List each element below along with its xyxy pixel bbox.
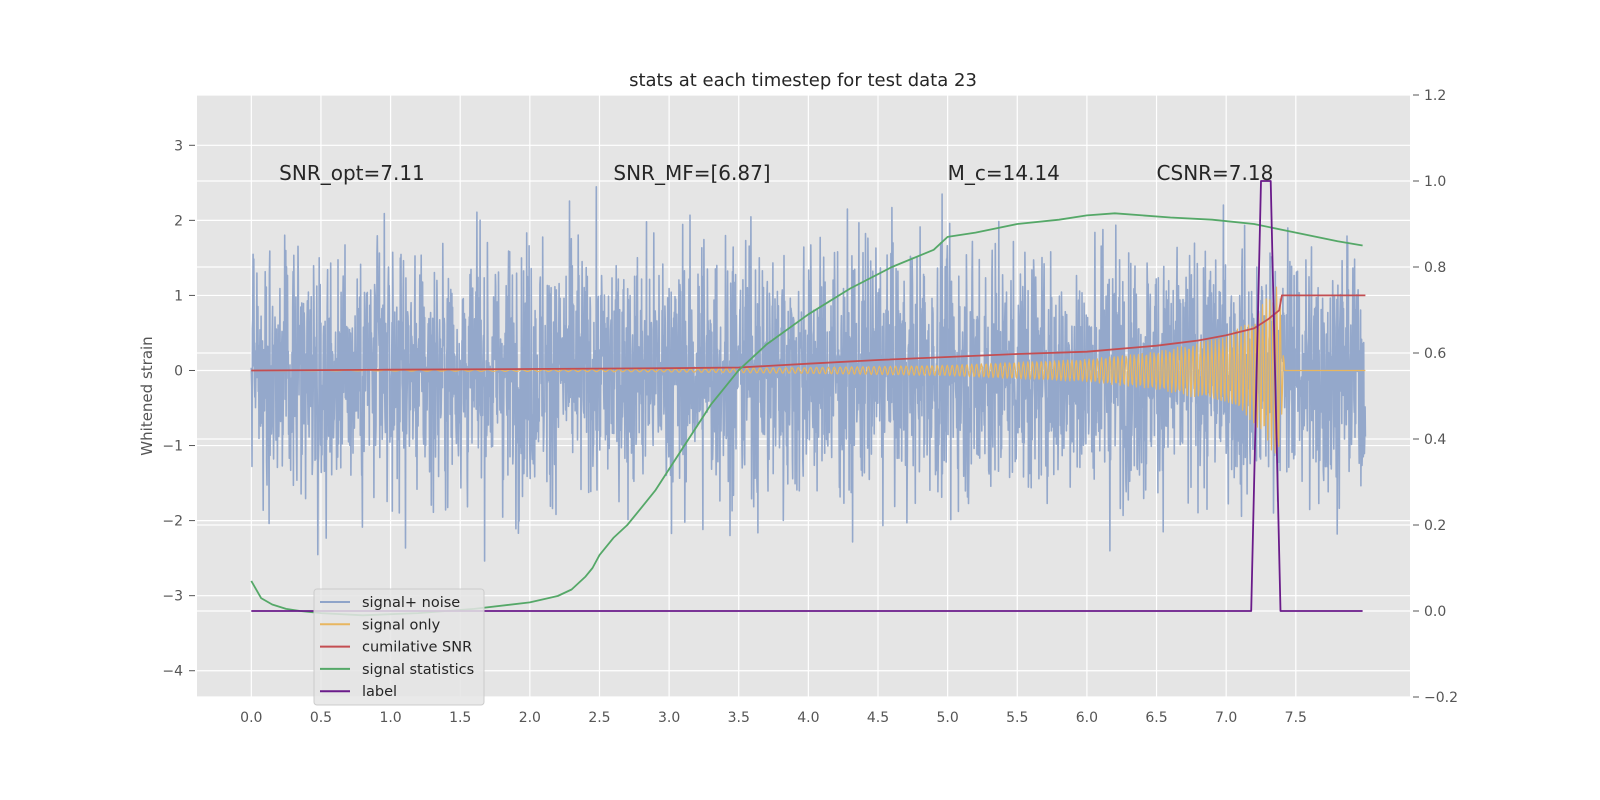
y-axis-ticks: 3 2 1 0 −1 −2 −3 −4 [162,138,195,680]
y-tick-label: −4 [162,664,183,680]
x-tick-label: 5.5 [1006,710,1028,726]
legend-box [313,588,485,706]
series-signal-only-line [251,286,1366,454]
annotation-text: SNR_opt=7.11 [279,161,425,185]
y2-tick-label: 0.6 [1424,346,1446,362]
x-tick-label: 4.0 [797,710,819,726]
y-tick-label: 3 [174,138,183,154]
y2-tick-label: 0.0 [1424,604,1446,620]
x-tick-label: 3.5 [728,710,750,726]
y-tick-label: 0 [174,363,183,379]
x-tick-label: 1.0 [379,710,401,726]
legend-label: signal+ noise [362,595,460,611]
x-tick-label: 2.0 [519,710,541,726]
x-tick-label: 2.5 [588,710,610,726]
legend-label: cumilative SNR [362,640,472,656]
y2-tick-label: 0.4 [1424,432,1446,448]
y-tick-label: −1 [162,439,183,455]
x-tick-label: 0.5 [310,710,332,726]
annotations: SNR_opt=7.11 SNR_MF=[6.87] M_c=14.14 CSNR=7… [279,161,1273,185]
annotation-text: SNR_MF=[6.87] [613,161,770,185]
legend: signal+ noise signal only cumilative SNR si… [313,588,485,706]
y2-axis-ticks: 1.2 1.0 0.8 0.6 0.4 0.2 0.0 −0.2 [1413,88,1458,706]
x-tick-label: 6.0 [1076,710,1098,726]
y-tick-label: −2 [162,514,183,530]
y2-tick-label: 0.8 [1424,260,1446,276]
x-axis-ticks: 0.0 0.5 1.0 1.5 2.0 2.5 3.0 3.5 4.0 4.5 5.0 5.5 6.0 6… [240,710,1307,726]
annotation-text: CSNR=7.18 [1157,161,1274,185]
series-cumilative-snr-line [251,294,1366,372]
series-signal-noise-line [250,186,1367,562]
y-tick-label: 2 [174,213,183,229]
x-tick-label: 6.5 [1145,710,1167,726]
annotation-text: M_c=14.14 [948,161,1060,185]
chart-title: stats at each timestep for test data 23 [629,70,977,91]
y-tick-label: 1 [174,288,183,304]
y-tick-label: −3 [162,589,183,605]
series-label-line [251,180,1363,612]
x-tick-label: 0.0 [240,710,262,726]
x-tick-label: 7.0 [1215,710,1237,726]
legend-label: signal only [362,617,441,633]
x-tick-label: 7.5 [1285,710,1307,726]
x-tick-label: 5.0 [937,710,959,726]
y2-tick-label: −0.2 [1424,690,1458,706]
legend-label: label [362,684,397,700]
x-tick-label: 1.5 [449,710,471,726]
y-axis-label: Whitened strain [138,336,156,455]
y2-tick-label: 1.0 [1424,174,1446,190]
x-tick-label: 3.0 [658,710,680,726]
legend-label: signal statistics [362,662,474,678]
x-tick-label: 4.5 [867,710,889,726]
y2-tick-label: 1.2 [1424,88,1446,104]
y2-tick-label: 0.2 [1424,518,1446,534]
